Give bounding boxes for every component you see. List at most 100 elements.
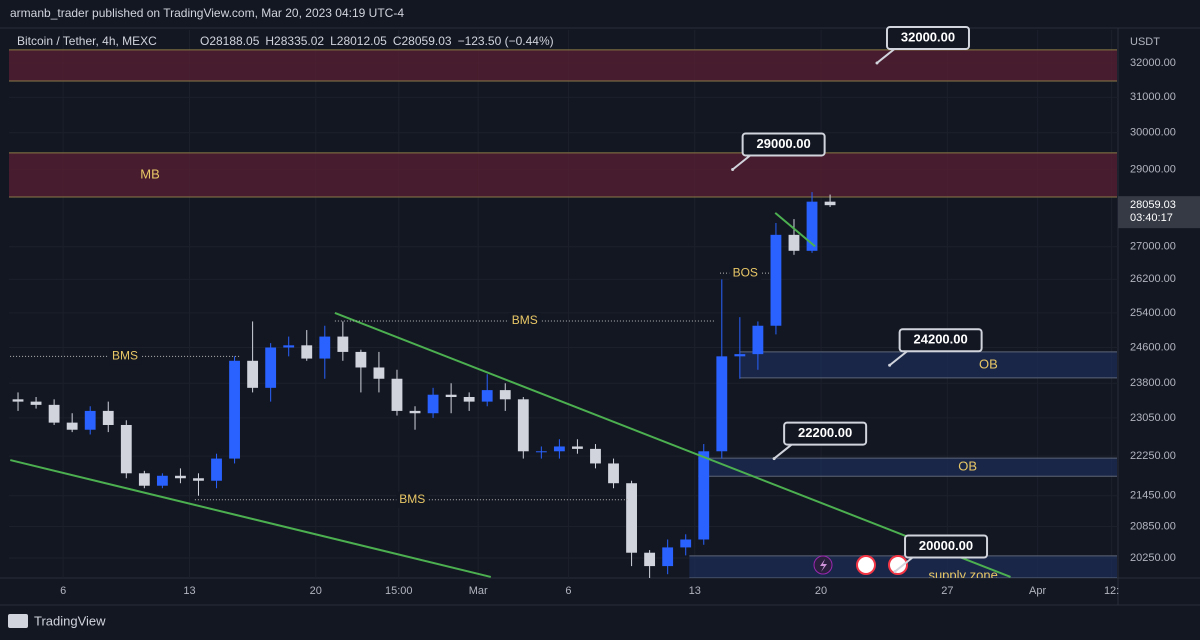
symbol-label: Bitcoin / Tether, 4h, MEXC — [17, 34, 157, 48]
zone — [698, 458, 1117, 477]
candle-body — [193, 478, 204, 481]
zone-label: OB — [958, 459, 977, 474]
candle-body — [102, 410, 114, 425]
y-tick-label: 21450.00 — [1130, 490, 1176, 502]
candle-body — [806, 201, 818, 251]
ohlc-value: C28059.03 — [393, 34, 452, 48]
callout-box — [783, 421, 868, 446]
y-tick-label: 32000.00 — [1130, 57, 1176, 69]
candle-body — [662, 547, 674, 567]
x-tick-label: 20 — [815, 585, 827, 597]
candle-body — [373, 367, 385, 379]
callout-label: 22200.00 — [798, 425, 852, 440]
callout-anchor — [731, 167, 735, 171]
trendline — [10, 459, 492, 578]
zone-label: OB — [979, 356, 998, 371]
candle-body — [752, 325, 764, 355]
candle-body — [680, 539, 692, 548]
candle-body — [445, 394, 457, 398]
y-tick-label: 20250.00 — [1130, 552, 1176, 564]
trendline — [774, 212, 816, 248]
level-label: BMS — [112, 349, 138, 363]
ohlc-value: L28012.05 — [330, 34, 387, 48]
candle-body — [481, 390, 493, 402]
candle-body — [283, 345, 295, 348]
callout-box — [898, 328, 983, 353]
y-tick-label: 29000.00 — [1130, 163, 1176, 175]
callout-label: 29000.00 — [757, 136, 811, 151]
y-tick-label: 23800.00 — [1130, 377, 1176, 389]
candle-body — [265, 347, 277, 388]
callout-box — [904, 534, 989, 559]
candle-body — [12, 399, 24, 402]
price-tag-label: 28059.03 — [1130, 199, 1176, 211]
callout-anchor — [893, 569, 897, 573]
candle-body — [788, 234, 800, 251]
candle-body — [716, 356, 728, 452]
publisher-line: armanb_trader published on TradingView.c… — [10, 6, 404, 20]
candle-body — [391, 378, 403, 411]
callout-label: 32000.00 — [901, 29, 955, 44]
y-tick-label: 25400.00 — [1130, 307, 1176, 319]
ohlc-value: −123.50 (−0.44%) — [458, 34, 554, 48]
y-tick-label: 23050.00 — [1130, 412, 1176, 424]
candle-body — [734, 354, 746, 357]
y-tick-label: 26200.00 — [1130, 273, 1176, 285]
callout-box — [741, 132, 826, 157]
candle-body — [66, 422, 78, 430]
x-tick-label: 27 — [941, 585, 953, 597]
callout-label: 24200.00 — [914, 332, 968, 347]
x-tick-label: 6 — [60, 585, 66, 597]
candle-body — [499, 390, 511, 400]
x-tick-label: 12: — [1104, 585, 1119, 597]
candle-body — [301, 345, 313, 359]
x-tick-label: Mar — [469, 585, 488, 597]
ohlc-value: H28335.02 — [265, 34, 324, 48]
candle-body — [770, 234, 782, 326]
lightning-icon — [820, 559, 827, 572]
logo — [8, 614, 28, 628]
trendline — [334, 311, 1011, 578]
candle-body — [553, 446, 565, 452]
x-tick-label: 6 — [565, 585, 571, 597]
y-tick-label: 22250.00 — [1130, 450, 1176, 462]
zone — [9, 49, 1117, 82]
x-tick-label: Apr — [1029, 585, 1046, 597]
us-flag-icon[interactable] — [888, 555, 908, 575]
candle-body — [337, 336, 349, 352]
price-tag-countdown: 03:40:17 — [1130, 212, 1173, 224]
candle-body — [644, 552, 656, 567]
level-label: BMS — [512, 313, 538, 327]
candle-body — [824, 201, 836, 206]
candle-body — [626, 483, 637, 553]
x-tick-label: 13 — [183, 585, 195, 597]
price-tag — [1118, 196, 1200, 229]
candle-body — [698, 451, 710, 540]
x-tick-label: 20 — [310, 585, 322, 597]
candle-body — [175, 475, 186, 479]
level-label-bg — [729, 265, 762, 282]
x-tick-label: 15:00 — [385, 585, 413, 597]
y-tick-label: 24600.00 — [1130, 341, 1176, 353]
candle-body — [608, 463, 619, 484]
y-tick-label: 20850.00 — [1130, 520, 1176, 532]
candle-body — [30, 401, 42, 405]
candle-body — [355, 351, 367, 368]
y-tick-label: 27000.00 — [1130, 241, 1176, 253]
callout-label: 20000.00 — [919, 538, 973, 553]
candle-body — [572, 446, 583, 449]
callout-anchor — [888, 363, 892, 367]
candle-body — [463, 397, 475, 402]
candle-body — [535, 451, 547, 453]
candle-body — [517, 399, 529, 452]
us-flag-icon[interactable] — [856, 555, 876, 575]
zone — [739, 351, 1117, 378]
candle-body — [427, 394, 439, 414]
candle-body — [138, 473, 150, 486]
candle-body — [319, 336, 331, 359]
zone-label: supply zone — [928, 567, 997, 582]
level-label-bg — [396, 491, 429, 508]
zone-label: MB — [140, 166, 160, 181]
y-tick-label: 30000.00 — [1130, 127, 1176, 139]
